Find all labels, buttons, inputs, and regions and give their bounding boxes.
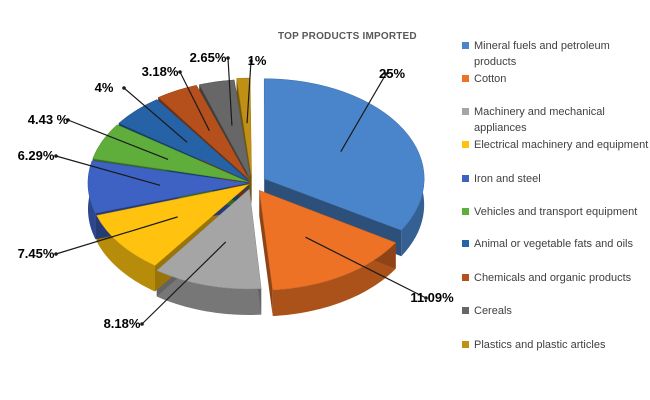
- chart-title: TOP PRODUCTS IMPORTED: [278, 31, 417, 42]
- legend-swatch: [462, 75, 469, 82]
- legend-item-vehicles: Vehicles and transport equipment: [462, 204, 650, 220]
- legend-item-mineral-fuels: Mineral fuels and petroleum products: [462, 38, 650, 70]
- legend-label: Chemicals and organic products: [474, 272, 632, 284]
- leader-dot: [54, 252, 58, 256]
- data-label: 8.18%: [104, 316, 141, 331]
- slice-electrical-machinery-and-equipment: [96, 184, 250, 266]
- legend-item-fats-oils: Animal or vegetable fats and oils: [462, 236, 650, 252]
- legend-swatch: [462, 240, 469, 247]
- leader-line: [123, 87, 188, 143]
- slice-mineral-fuels-and-petroleum-products: [263, 78, 425, 231]
- leader-dot: [178, 70, 182, 74]
- legend-label: Electrical machinery and equipment: [474, 139, 649, 151]
- leader-lines: [54, 56, 428, 326]
- slice-cotton-wall: [259, 190, 273, 317]
- leader-line: [340, 73, 387, 152]
- slice-electrical-machinery-and-equipment-side: [96, 215, 156, 292]
- data-label: 25%: [379, 66, 405, 81]
- legend-swatch: [462, 274, 469, 281]
- slice-cotton-side: [272, 242, 396, 317]
- leader-dot: [66, 118, 70, 122]
- legend-item-plastics: Plastics and plastic articles: [462, 337, 650, 353]
- leader-line: [55, 216, 178, 255]
- leader-dot: [54, 154, 58, 158]
- slice-iron-and-steel: [87, 160, 249, 214]
- leader-line: [227, 57, 233, 126]
- data-label: 11.09%: [410, 290, 454, 305]
- leader-line: [179, 71, 210, 131]
- legend-swatch: [462, 108, 469, 115]
- legend-item-cereals: Cereals: [462, 303, 650, 319]
- legend-item-iron-steel: Iron and steel: [462, 171, 650, 187]
- leader-line: [305, 236, 427, 299]
- legend-label: Mineral fuels and petroleum products: [474, 40, 610, 68]
- slice-machinery-and-mechanical-appliances: [156, 188, 262, 290]
- data-label: 7.45%: [18, 246, 55, 261]
- legend-label: Cereals: [474, 305, 512, 317]
- legend-label: Vehicles and transport equipment: [474, 206, 638, 218]
- slice-vehicles-and-transport-equipment: [92, 124, 249, 183]
- data-label: 2.65%: [190, 50, 227, 65]
- legend-swatch: [462, 175, 469, 182]
- legend-swatch: [462, 341, 469, 348]
- leader-line: [55, 155, 161, 186]
- legend-item-machinery: Machinery and mechanical appliances: [462, 104, 650, 136]
- data-label: 6.29%: [18, 148, 55, 163]
- leader-line: [141, 241, 227, 325]
- legend-item-electrical-machinery: Electrical machinery and equipment: [462, 137, 650, 153]
- legend-swatch: [462, 208, 469, 215]
- slice-cereals: [198, 79, 251, 180]
- leader-dot: [424, 296, 428, 300]
- legend-item-cotton: Cotton: [462, 71, 650, 87]
- legend-swatch: [462, 307, 469, 314]
- leader-dot: [384, 72, 388, 76]
- leader-dot: [140, 322, 144, 326]
- data-label: 3.18%: [142, 64, 179, 79]
- legend-label: Machinery and mechanical appliances: [474, 106, 605, 134]
- legend-label: Iron and steel: [474, 173, 541, 185]
- slice-chemicals-and-organic-products: [157, 85, 250, 180]
- leader-dot: [122, 86, 126, 90]
- slice-machinery-and-mechanical-appliances-side: [156, 270, 262, 315]
- leader-dot: [226, 56, 230, 60]
- legend-swatch: [462, 42, 469, 49]
- leader-line: [246, 60, 252, 124]
- leader-line: [67, 119, 169, 161]
- legend-item-chemicals: Chemicals and organic products: [462, 270, 650, 286]
- legend-label: Animal or vegetable fats and oils: [474, 238, 633, 250]
- data-label: 4%: [95, 80, 114, 95]
- leader-dot: [249, 59, 253, 63]
- legend-label: Plastics and plastic articles: [474, 339, 606, 351]
- data-label: 4.43 %: [28, 112, 69, 127]
- legend-swatch: [462, 141, 469, 148]
- legend-label: Cotton: [474, 73, 507, 85]
- data-label: 1%: [248, 53, 267, 68]
